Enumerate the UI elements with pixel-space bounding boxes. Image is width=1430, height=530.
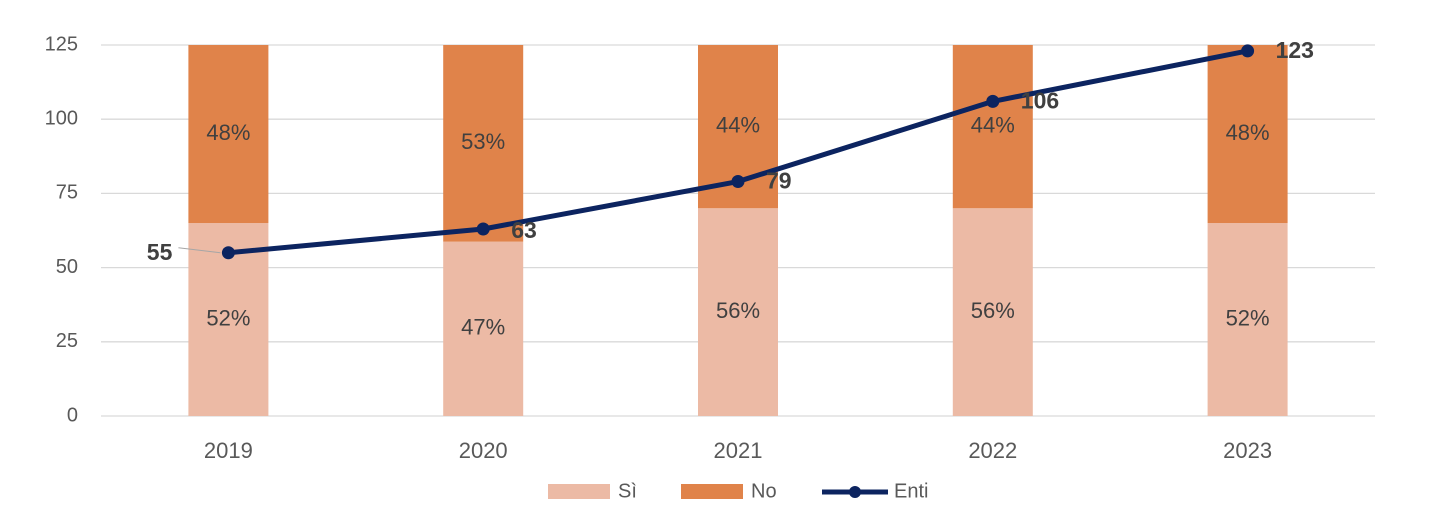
line-marker [221, 246, 235, 260]
line-marker [1241, 44, 1255, 58]
bar-segment [1207, 223, 1288, 416]
legend-swatch-marker [849, 486, 861, 498]
y-tick-label: 25 [56, 330, 78, 352]
legend-swatch [548, 484, 610, 499]
y-tick-label: 0 [67, 404, 78, 426]
data-label: 47% [461, 315, 505, 340]
data-label: 56% [971, 298, 1015, 323]
x-tick-label: 2021 [714, 438, 763, 463]
data-label: 52% [1226, 305, 1270, 330]
y-tick-label: 100 [45, 107, 78, 129]
x-tick-label: 2019 [204, 438, 253, 463]
data-label: 48% [1226, 120, 1270, 145]
data-label: 55 [147, 239, 173, 265]
legend-label: Sì [618, 480, 637, 502]
data-label: 53% [461, 129, 505, 154]
data-label: 123 [1276, 37, 1314, 63]
legend-label: Enti [894, 480, 928, 502]
x-tick-label: 2020 [459, 438, 508, 463]
data-label: 48% [206, 120, 250, 145]
data-label: 79 [766, 168, 792, 194]
line-marker [476, 222, 490, 236]
line-marker [731, 175, 745, 189]
y-tick-label: 75 [56, 182, 78, 204]
bar-segment [952, 208, 1033, 416]
data-label: 63 [511, 217, 537, 243]
x-tick-label: 2022 [968, 438, 1017, 463]
bar-segment [698, 208, 778, 416]
data-label: 44% [971, 112, 1015, 137]
legend-label: No [751, 480, 777, 502]
bar-segment [952, 45, 1033, 209]
x-tick-label: 2023 [1223, 438, 1272, 463]
y-tick-label: 50 [56, 256, 78, 278]
data-label: 44% [716, 112, 760, 137]
data-label: 56% [716, 298, 760, 323]
leader-line [178, 247, 221, 254]
bar-segment [188, 45, 269, 224]
line-marker [986, 94, 1000, 108]
y-tick-label: 125 [45, 33, 78, 55]
data-label: 106 [1021, 87, 1059, 113]
data-label: 52% [206, 305, 250, 330]
bar-segment [443, 45, 524, 242]
bar-segment [1207, 45, 1288, 224]
bar-segment [443, 241, 524, 416]
legend-swatch [681, 484, 743, 499]
